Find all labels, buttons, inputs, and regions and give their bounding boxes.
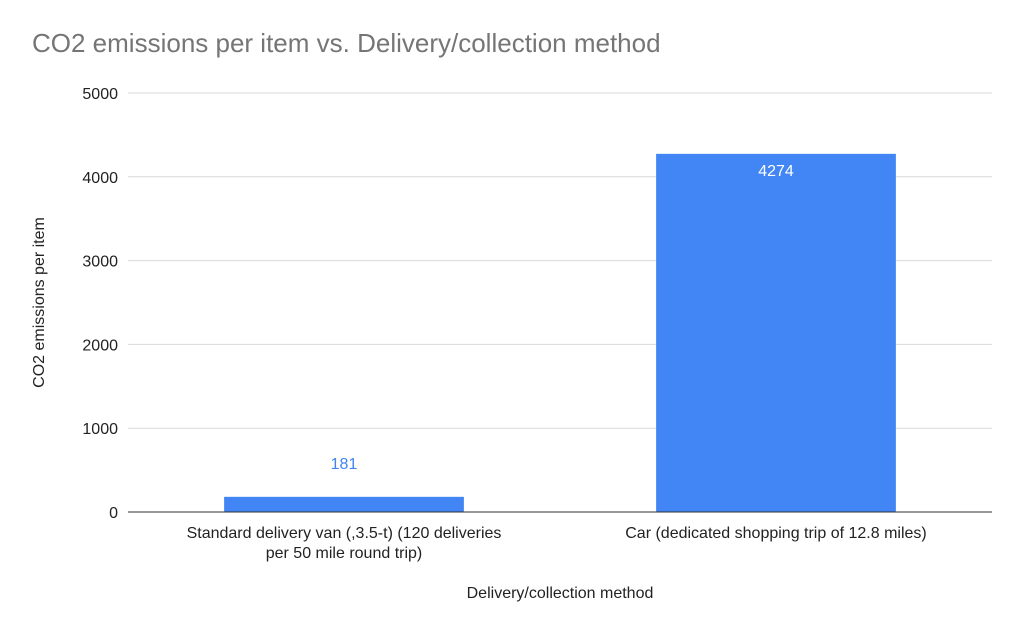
bars: [224, 153, 896, 512]
y-axis-title: CO2 emissions per item: [31, 217, 48, 388]
x-category-label: per 50 mile round trip): [266, 545, 423, 562]
y-tick-label: 4000: [82, 170, 118, 187]
bar: [224, 496, 464, 512]
x-category-label: Standard delivery van (,3.5-t) (120 deli…: [187, 525, 502, 542]
bar: [656, 153, 896, 512]
y-tick-label: 1000: [82, 421, 118, 438]
x-category-label: Car (dedicated shopping trip of 12.8 mil…: [625, 525, 927, 542]
y-tick-label: 0: [109, 505, 118, 522]
data-label: 181: [331, 456, 358, 473]
y-axis-ticks: 0 1000 2000 3000 4000 5000: [82, 86, 118, 522]
data-label: 4274: [758, 163, 794, 180]
y-tick-label: 3000: [82, 254, 118, 271]
y-tick-label: 2000: [82, 337, 118, 354]
chart-title: CO2 emissions per item vs. Delivery/coll…: [32, 28, 661, 58]
x-axis-title: Delivery/collection method: [467, 585, 654, 602]
data-labels: 181 4274: [331, 163, 794, 473]
y-tick-label: 5000: [82, 86, 118, 103]
x-axis-categories: Standard delivery van (,3.5-t) (120 deli…: [187, 525, 927, 562]
